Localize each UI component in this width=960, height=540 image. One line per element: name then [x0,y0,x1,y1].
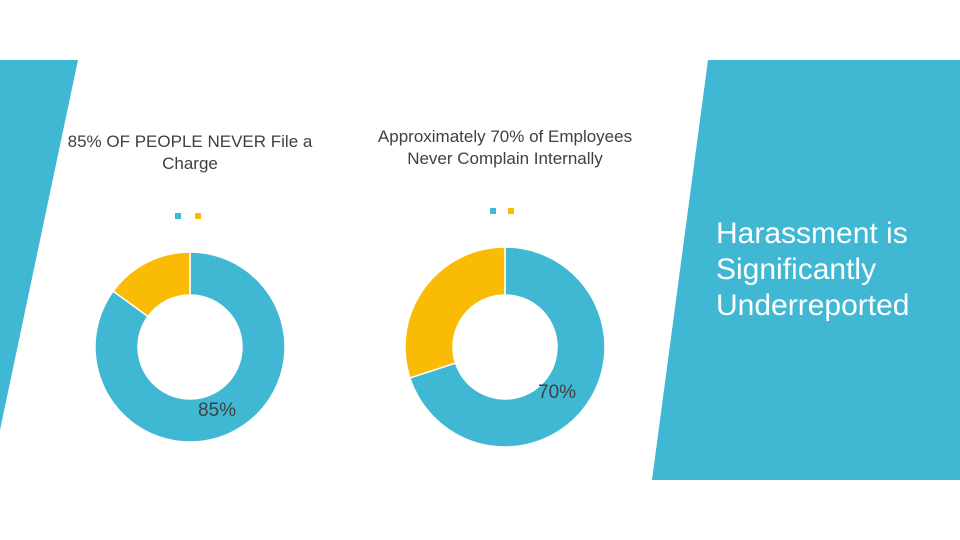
chart-2-slice-1 [408,246,606,448]
slide-title: Harassment is Significantly Underreporte… [716,217,910,322]
chart-1-slice-2 [112,251,191,318]
chart-2-data-label: 70% [538,382,577,403]
chart-2-legend-marker-1 [490,208,496,214]
chart-1-legend-marker-1 [175,213,181,219]
left-accent-shape [0,60,78,430]
chart-1-slice-1 [94,251,286,443]
right-accent-panel [652,60,960,480]
chart-1-title: 85% OF PEOPLE NEVER File a Charge [67,132,313,173]
chart-1-legend-marker-2 [195,213,201,219]
chart-2-title: Approximately 70% of Employees Never Com… [377,127,633,168]
chart-2-legend-marker-2 [508,208,514,214]
chart-2-slice-2 [404,246,506,379]
chart-1-data-label: 85% [198,400,237,421]
